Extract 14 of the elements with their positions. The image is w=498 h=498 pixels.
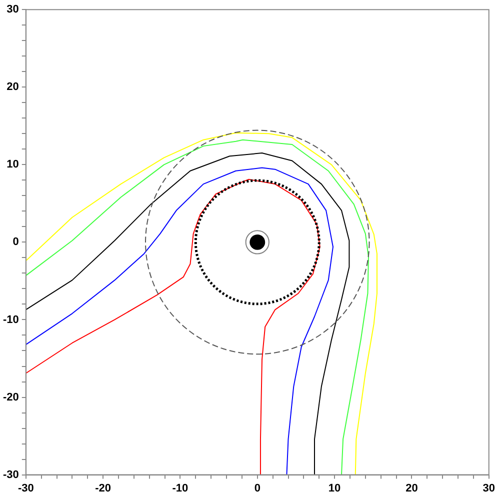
y-tick-label: 30 [6,4,19,16]
x-tick-label: 10 [328,482,341,494]
x-tick-label: -10 [172,482,188,494]
y-tick-label: 20 [6,81,19,94]
x-tick-label: 30 [482,482,496,494]
y-tick-label: 0 [12,236,19,248]
x-tick-label: 20 [406,482,418,494]
x-tick-label: -30 [18,482,34,494]
x-tick-label: 0 [254,482,260,494]
y-tick-label: -20 [2,391,19,404]
y-tick-label: -10 [2,314,19,326]
y-tick-label: 10 [6,158,19,171]
y-tick-label: -30 [2,468,19,481]
x-tick-label: -20 [95,482,112,494]
